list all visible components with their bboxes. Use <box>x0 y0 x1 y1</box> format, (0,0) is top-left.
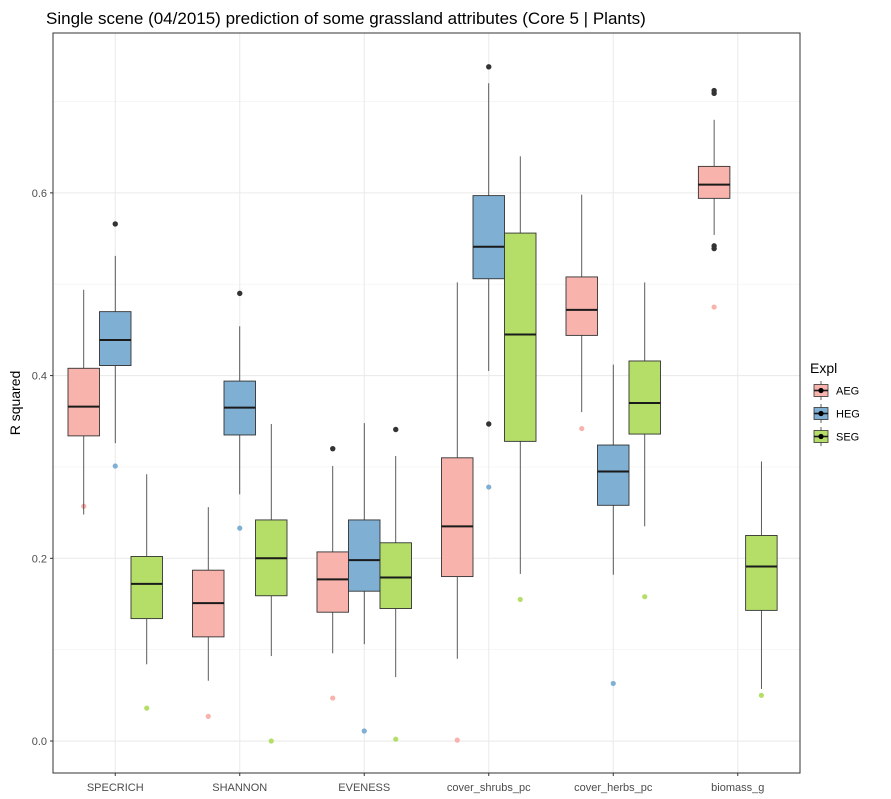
outlier-point <box>112 221 118 227</box>
box-iqr <box>99 311 132 366</box>
outlier-point <box>237 290 243 297</box>
box-aeg-biomass_g <box>697 87 731 310</box>
data-point <box>330 695 336 701</box>
box-seg-biomass_g <box>745 461 778 698</box>
legend: Expl AEG HEG SEG <box>810 360 860 446</box>
box-iqr <box>67 367 100 437</box>
legend-label-aeg: AEG <box>836 386 859 398</box>
data-point <box>393 736 399 742</box>
data-point <box>579 425 585 432</box>
box-iqr <box>472 195 505 280</box>
y-tick-label: 0.0 <box>32 736 47 748</box>
box-groups <box>67 64 778 744</box>
box-aeg-eveness <box>316 445 349 701</box>
box-seg-cover_herbs_pc <box>628 282 661 600</box>
chart-title: Single scene (04/2015) prediction of som… <box>46 9 646 28</box>
box-heg-specrich <box>99 221 132 469</box>
box-heg-shannon <box>223 290 256 531</box>
legend-label-seg: SEG <box>836 432 859 444</box>
x-tick-label: EVENESS <box>338 782 390 794</box>
data-point <box>610 680 616 687</box>
box-iqr <box>441 457 474 578</box>
outlier-point <box>393 426 399 433</box>
box-iqr <box>697 165 731 199</box>
outlier-point <box>711 87 717 94</box>
data-point <box>454 737 460 743</box>
box-heg-eveness <box>348 423 381 734</box>
y-tick-label: 0.4 <box>32 371 47 383</box>
box-aeg-shannon <box>192 507 225 719</box>
box-iqr <box>316 551 349 613</box>
x-tick-label: SPECRICH <box>87 782 144 794</box>
data-point <box>711 304 717 310</box>
legend-key-aeg <box>813 381 829 400</box>
data-point <box>112 463 118 469</box>
box-iqr <box>745 535 778 611</box>
box-iqr <box>130 556 163 620</box>
data-point <box>205 713 211 719</box>
box-seg-specrich <box>130 474 163 711</box>
legend-label-heg: HEG <box>836 409 860 421</box>
legend-key-point <box>818 410 824 417</box>
x-tick-label: cover_herbs_pc <box>574 782 653 794</box>
data-point <box>268 738 274 744</box>
box-aeg-specrich <box>67 289 100 515</box>
box-heg-cover_herbs_pc <box>597 364 630 687</box>
box-aeg-cover_herbs_pc <box>565 194 598 432</box>
x-tick-label: biomass_g <box>711 782 764 794</box>
box-iqr <box>379 542 412 610</box>
outlier-point <box>711 243 717 249</box>
outlier-point <box>330 445 336 452</box>
box-seg-eveness <box>379 426 412 742</box>
data-point <box>361 728 367 734</box>
legend-key-seg <box>813 427 829 446</box>
x-tick-label: SHANNON <box>212 782 267 794</box>
box-iqr <box>565 276 598 336</box>
data-point <box>758 692 764 698</box>
box-aeg-cover_shrubs_pc <box>441 282 474 743</box>
box-heg-cover_shrubs_pc <box>472 64 505 490</box>
data-point <box>144 705 150 711</box>
data-point <box>642 594 648 600</box>
axes: 0.0 0.2 0.4 0.6 SPECRICH SHANNON EVENESS cover_… <box>32 188 765 794</box>
y-tick-label: 0.2 <box>32 553 47 565</box>
data-point <box>237 525 243 531</box>
outlier-point <box>486 421 492 427</box>
y-tick-label: 0.6 <box>32 188 47 200</box>
box-iqr <box>504 232 537 442</box>
data-point <box>517 596 523 603</box>
plot-border <box>52 32 801 774</box>
x-tick-label: cover_shrubs_pc <box>447 782 531 794</box>
y-axis-title: R squared <box>7 371 23 436</box>
data-point <box>486 484 492 490</box>
legend-title: Expl <box>810 360 837 376</box>
box-seg-shannon <box>255 424 288 744</box>
box-iqr <box>348 519 381 592</box>
legend-key-heg <box>813 404 829 423</box>
legend-key-point <box>818 387 824 394</box>
box-iqr <box>597 444 630 506</box>
plot-panel <box>53 33 800 773</box>
outlier-point <box>486 64 492 70</box>
box-iqr <box>628 360 661 435</box>
legend-key-point <box>818 433 824 440</box>
box-seg-cover_shrubs_pc <box>504 156 537 603</box>
